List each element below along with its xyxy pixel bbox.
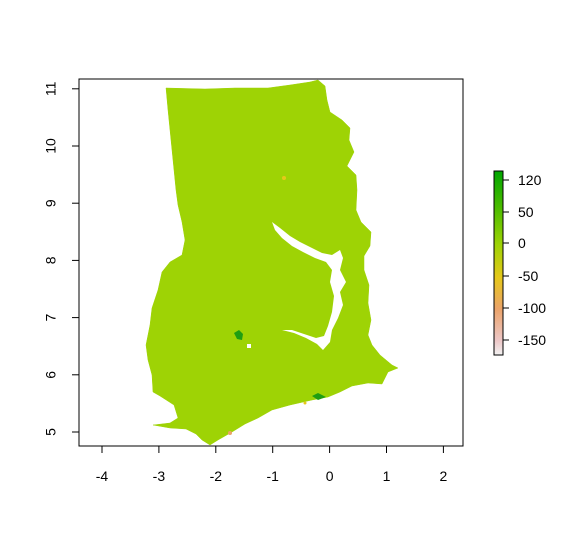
legend-colorbar bbox=[493, 170, 504, 356]
legend-tick-label: 120 bbox=[518, 172, 542, 188]
y-tick-label: 7 bbox=[43, 313, 59, 321]
x-tick-label: -2 bbox=[210, 468, 223, 484]
high-value-cluster-coast bbox=[312, 393, 326, 400]
y-tick-label: 11 bbox=[43, 81, 59, 96]
white-patch bbox=[247, 344, 251, 348]
ghana-landmass bbox=[145, 79, 399, 446]
legend-tick-label: -150 bbox=[518, 332, 546, 348]
y-tick-label: 6 bbox=[43, 371, 59, 379]
x-tick-label: -4 bbox=[96, 468, 109, 484]
y-tick-label: 9 bbox=[43, 199, 59, 207]
color-legend: 120 50 0 -50 -100 -150 bbox=[493, 170, 546, 356]
x-axis: -4 -3 -2 -1 0 1 2 bbox=[96, 445, 448, 484]
legend-tick-label: 0 bbox=[518, 235, 526, 251]
legend-tick-label: -50 bbox=[518, 268, 538, 284]
x-tick-label: 2 bbox=[440, 468, 448, 484]
low-value-spot bbox=[303, 401, 307, 405]
legend-tick-label: -100 bbox=[518, 300, 546, 316]
y-tick-label: 8 bbox=[43, 256, 59, 264]
high-value-cluster-kumasi bbox=[234, 330, 243, 340]
low-value-spot bbox=[228, 431, 232, 435]
y-tick-label: 10 bbox=[43, 138, 59, 154]
y-axis: 5 6 7 8 9 10 11 bbox=[43, 81, 80, 436]
low-value-spot bbox=[282, 176, 286, 180]
legend-tick-label: 50 bbox=[518, 204, 534, 220]
lake-volta bbox=[272, 222, 346, 350]
x-tick-label: 1 bbox=[383, 468, 391, 484]
x-tick-label: -3 bbox=[153, 468, 166, 484]
x-tick-label: -1 bbox=[266, 468, 279, 484]
x-tick-label: 0 bbox=[326, 468, 334, 484]
y-tick-label: 5 bbox=[43, 428, 59, 436]
ghana-map-raster bbox=[145, 79, 399, 446]
